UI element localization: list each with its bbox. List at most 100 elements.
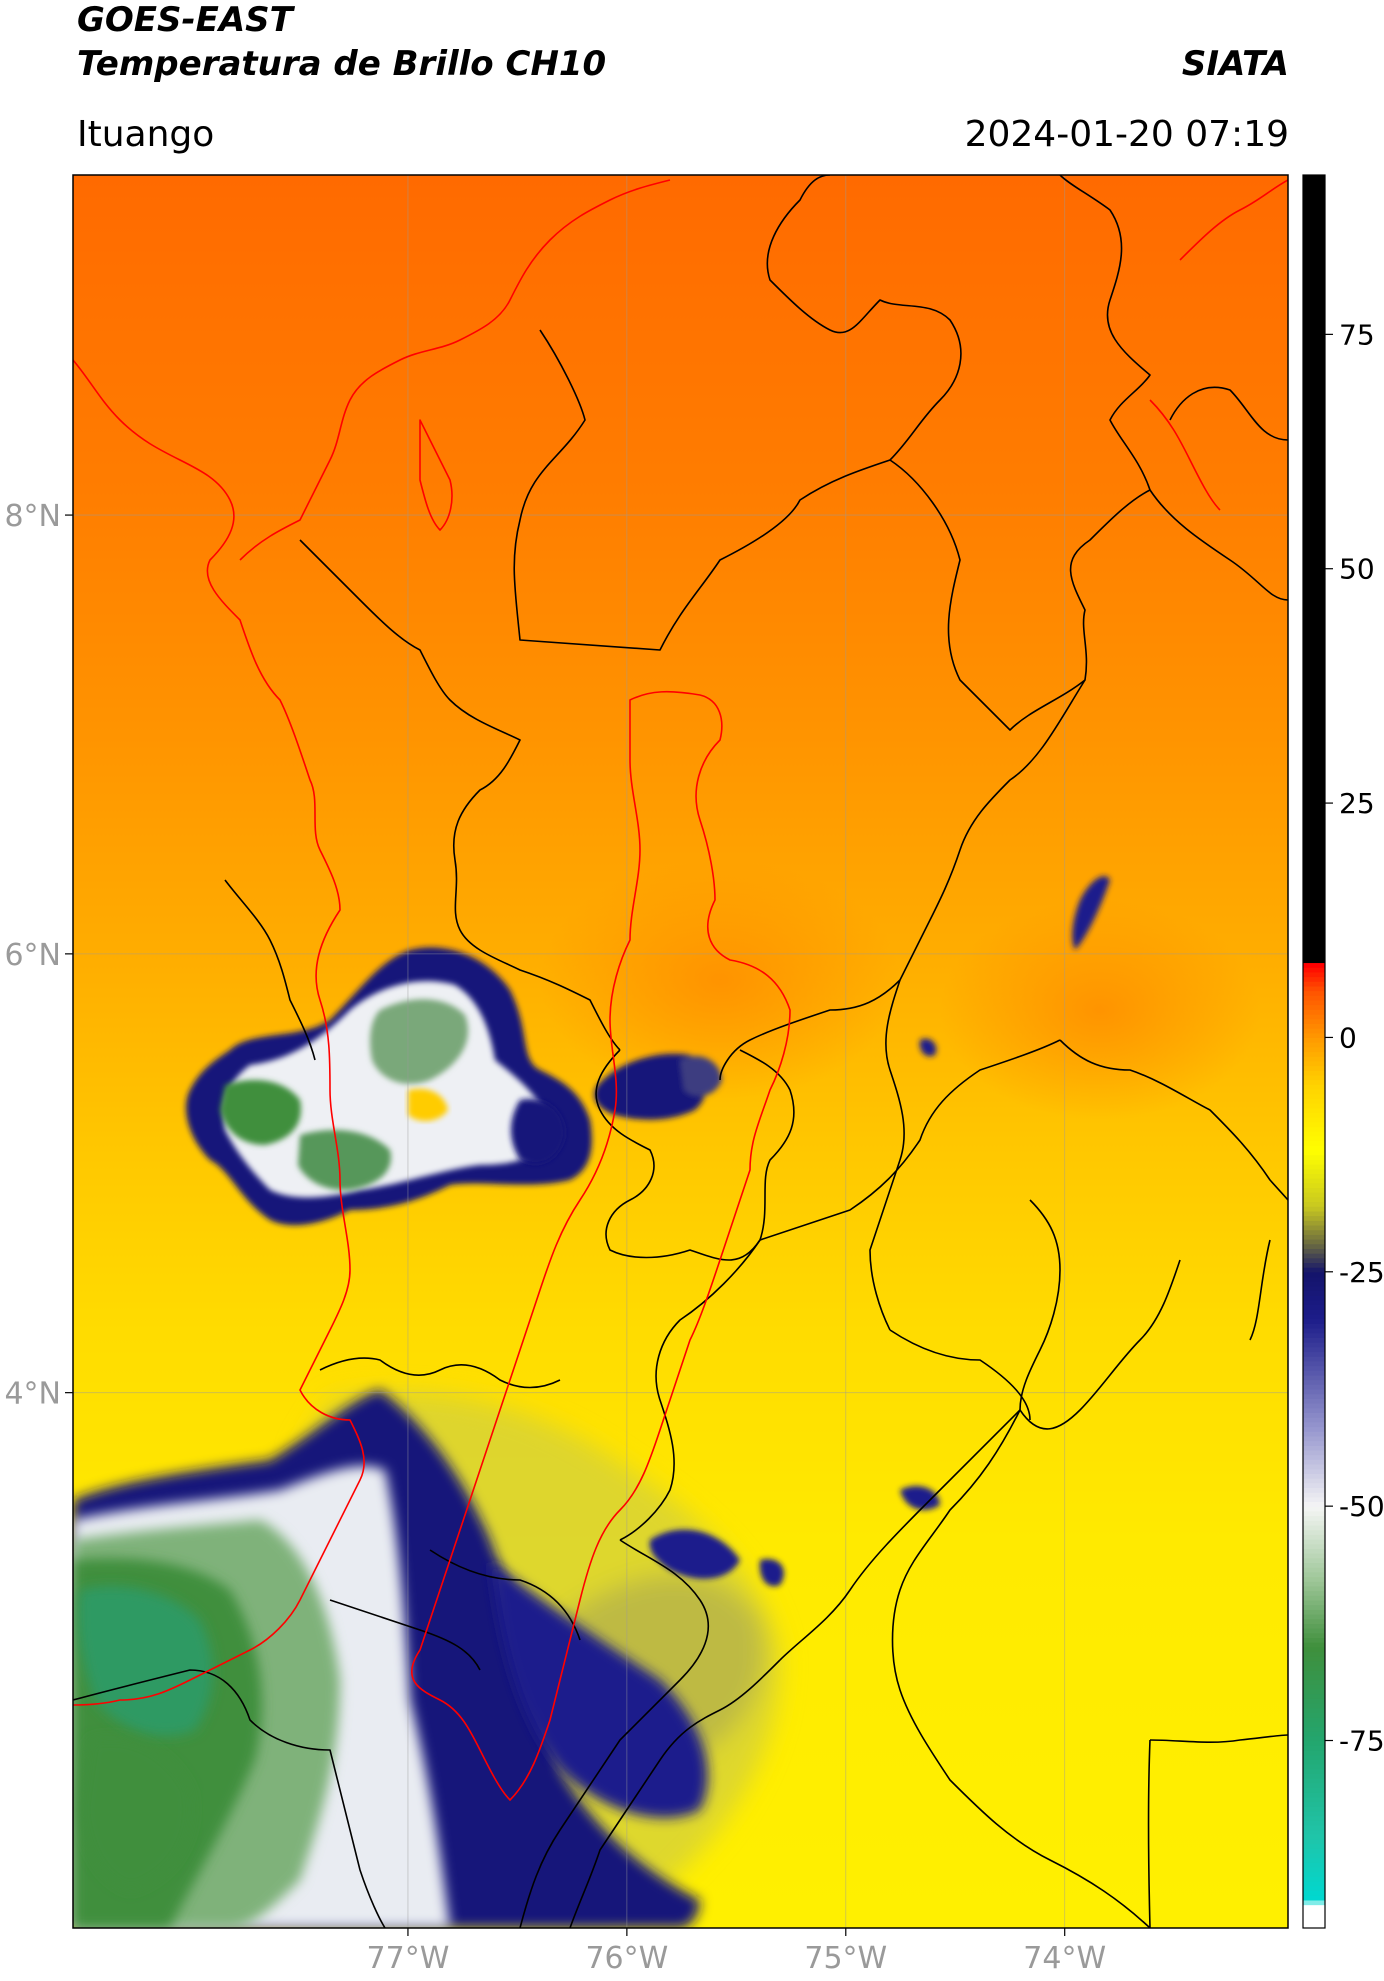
- colorbar-frame: [1302, 174, 1326, 1929]
- colorbar-band: [1303, 1417, 1325, 1423]
- colorbar-band: [1303, 414, 1325, 420]
- colorbar-band: [1303, 1318, 1325, 1324]
- colorbar-band: [1303, 1449, 1325, 1456]
- colorbar-band: [1303, 1553, 1325, 1559]
- colorbar-band: [1303, 264, 1325, 270]
- colorbar-band: [1303, 601, 1325, 607]
- colorbar-band: [1303, 1163, 1325, 1170]
- colorbar-band: [1303, 887, 1325, 893]
- colorbar-band: [1303, 235, 1325, 242]
- colorbar-band: [1303, 1285, 1325, 1292]
- colorbar-band: [1303, 1210, 1325, 1217]
- colorbar-band: [1303, 1693, 1325, 1699]
- colorbar-tick-label: 50: [1339, 553, 1375, 586]
- lat-tick-label: 8°N: [4, 499, 61, 534]
- colorbar-band: [1303, 662, 1325, 668]
- colorbar-band: [1303, 1876, 1325, 1882]
- colorbar-band: [1303, 240, 1325, 246]
- colorbar-band: [1303, 1440, 1325, 1446]
- colorbar-band: [1303, 1360, 1325, 1367]
- colorbar-band: [1303, 1534, 1325, 1540]
- lon-tick-label: 75°W: [804, 1941, 887, 1976]
- map-area: [73, 175, 1288, 1928]
- colorbar-band: [1303, 606, 1325, 612]
- colorbar-band: [1303, 315, 1325, 321]
- colorbar-band: [1303, 193, 1325, 200]
- colorbar-band: [1303, 1224, 1325, 1231]
- colorbar-band: [1303, 1515, 1325, 1521]
- colorbar-band: [1303, 1309, 1325, 1315]
- colorbar-band: [1303, 348, 1325, 354]
- colorbar-band: [1303, 1609, 1325, 1615]
- colorbar-band: [1303, 714, 1325, 720]
- colorbar-band: [1303, 1848, 1325, 1854]
- colorbar-band: [1303, 531, 1325, 537]
- colorbar-band: [1303, 1754, 1325, 1760]
- basin-outline-red: [73, 179, 1288, 1801]
- colorbar-band: [1303, 306, 1325, 312]
- colorbar-band: [1303, 1131, 1325, 1137]
- colorbar-band: [1303, 1257, 1325, 1264]
- colorbar-band: [1303, 489, 1325, 495]
- colorbar-band: [1303, 746, 1325, 753]
- colorbar-band: [1303, 840, 1325, 846]
- map-frame: [72, 174, 1289, 1929]
- colorbar-band: [1303, 1646, 1325, 1653]
- colorbar-band: [1303, 939, 1325, 945]
- colorbar-band: [1303, 737, 1325, 743]
- colorbar-band: [1303, 470, 1325, 476]
- colorbar-band: [1303, 957, 1325, 964]
- colorbar-band: [1303, 1070, 1325, 1076]
- colorbar-band: [1303, 1074, 1325, 1081]
- colorbar-band: [1303, 1890, 1325, 1896]
- colorbar-band: [1303, 1426, 1325, 1432]
- colorbar-band: [1303, 1332, 1325, 1339]
- colorbar-band: [1303, 896, 1325, 903]
- colorbar-band: [1303, 535, 1325, 542]
- colorbar-band: [1303, 1403, 1325, 1409]
- colorbar-band: [1303, 310, 1325, 317]
- datetime-label: 2024-01-20 07:19: [964, 114, 1289, 155]
- colorbar-band: [1303, 849, 1325, 856]
- colorbar-band: [1303, 1871, 1325, 1878]
- colorbar-band: [1303, 667, 1325, 673]
- colorbar-band: [1303, 1431, 1325, 1437]
- colorbar-band: [1303, 1346, 1325, 1353]
- colorbar-band: [1303, 990, 1325, 996]
- colorbar-band: [1303, 1759, 1325, 1765]
- colorbar-band: [1303, 1787, 1325, 1793]
- colorbar-band: [1303, 587, 1325, 593]
- colorbar-band: [1303, 1032, 1325, 1039]
- colorbar-band: [1303, 765, 1325, 771]
- colorbar-band: [1303, 254, 1325, 260]
- colorbar-band: [1303, 1276, 1325, 1282]
- colorbar-band: [1303, 1342, 1325, 1348]
- colorbar-band: [1303, 1740, 1325, 1746]
- colorbar-band: [1303, 460, 1325, 467]
- colorbar-band: [1303, 1374, 1325, 1381]
- colorbar-band: [1303, 334, 1325, 340]
- colorbar-band: [1303, 676, 1325, 682]
- colorbar-ticks: 75 50 25 0 -25 -50 -75: [1325, 318, 1384, 1758]
- colorbar-band: [1303, 1567, 1325, 1573]
- colorbar-band: [1303, 1295, 1325, 1301]
- colorbar-band: [1303, 1660, 1325, 1667]
- colorbar-band: [1303, 1356, 1325, 1362]
- colorbar-band: [1303, 381, 1325, 387]
- colorbar-band: [1303, 564, 1325, 570]
- colorbar-band: [1303, 1154, 1325, 1160]
- colorbar-band: [1303, 367, 1325, 373]
- colorbar-band: [1303, 1435, 1325, 1442]
- colorbar-band: [1303, 1501, 1325, 1507]
- colorbar-band: [1303, 1454, 1325, 1460]
- colorbar-band: [1303, 296, 1325, 303]
- colorbar-band: [1303, 1060, 1325, 1067]
- colorbar-band: [1303, 709, 1325, 715]
- cloud-cells-central: [511, 1053, 722, 1164]
- colorbar-band: [1303, 728, 1325, 734]
- colorbar-band: [1303, 1445, 1325, 1451]
- colorbar-band: [1303, 1712, 1325, 1718]
- colorbar-band: [1303, 484, 1325, 490]
- colorbar-band: [1303, 390, 1325, 396]
